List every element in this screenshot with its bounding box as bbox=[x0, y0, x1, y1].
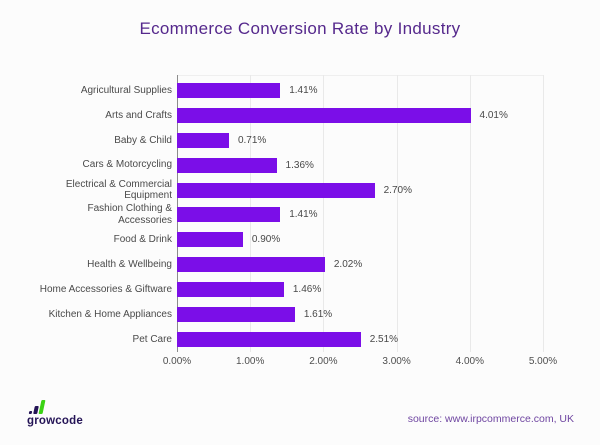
category-label: Electrical & Commercial Equipment bbox=[65, 178, 172, 202]
value-label: 0.71% bbox=[237, 134, 267, 146]
bar bbox=[177, 257, 325, 273]
chart-row: Arts and Crafts 4.01% bbox=[0, 103, 600, 128]
chart-title: Ecommerce Conversion Rate by Industry bbox=[139, 19, 461, 38]
value-label: 1.46% bbox=[292, 284, 322, 296]
logo-dot bbox=[28, 411, 33, 414]
category-label: Food & Drink bbox=[113, 234, 172, 246]
bar bbox=[177, 207, 281, 223]
growcode-logo: growcode bbox=[27, 399, 83, 427]
value-label: 1.36% bbox=[285, 159, 314, 171]
category-label: Baby & Child bbox=[114, 134, 172, 146]
bar bbox=[177, 132, 229, 148]
bar bbox=[177, 332, 361, 348]
x-tick-label: 5.00% bbox=[528, 356, 558, 367]
source-attribution: source: www.irpcommerce.com, UK bbox=[407, 413, 574, 425]
category-label: Cars & Motorcycling bbox=[82, 159, 172, 171]
chart-row: Food & Drink 0.90% bbox=[0, 227, 600, 252]
plot-top-border bbox=[177, 75, 543, 76]
x-tick-label: 4.00% bbox=[455, 356, 484, 367]
category-label: Health & Wellbeing bbox=[87, 259, 172, 271]
growcode-logo-text: growcode bbox=[27, 415, 83, 427]
gridline bbox=[323, 75, 325, 352]
bar bbox=[177, 82, 281, 98]
chart-row: Baby & Child 0.71% bbox=[0, 128, 600, 153]
value-label: 2.51% bbox=[369, 334, 399, 346]
value-label: 4.01% bbox=[479, 109, 508, 121]
bar bbox=[177, 282, 284, 298]
bar bbox=[177, 157, 277, 173]
chart-row: Fashion Clothing & Accessories 1.41% bbox=[0, 203, 600, 228]
category-label: Fashion Clothing & Accessories bbox=[87, 203, 173, 226]
chart-row: Pet Care 2.51% bbox=[0, 327, 600, 352]
bar bbox=[177, 107, 471, 123]
chart-row: Home Accessories & Giftware 1.46% bbox=[0, 277, 600, 302]
value-label: 1.61% bbox=[303, 309, 333, 321]
x-tick-label: 2.00% bbox=[309, 356, 338, 367]
value-label: 0.90% bbox=[251, 234, 281, 246]
bar bbox=[177, 232, 243, 248]
value-label: 1.41% bbox=[289, 84, 318, 96]
value-label: 1.41% bbox=[289, 209, 318, 221]
bar bbox=[177, 307, 295, 323]
category-label: Pet Care bbox=[132, 333, 172, 345]
growcode-bars-icon bbox=[28, 399, 83, 414]
chart-row: Agricultural Supplies 1.41% bbox=[0, 78, 600, 103]
gridline bbox=[469, 75, 471, 352]
value-label: 2.70% bbox=[383, 184, 412, 196]
category-label: Kitchen & Home Appliances bbox=[48, 308, 172, 320]
chart-row: Cars & Motorcycling 1.36% bbox=[0, 153, 600, 178]
category-label: Home Accessories & Giftware bbox=[39, 283, 172, 295]
x-tick-label: 0.00% bbox=[162, 356, 192, 367]
category-label: Arts and Crafts bbox=[105, 109, 172, 121]
chart-row: Kitchen & Home Appliances 1.61% bbox=[0, 302, 600, 327]
value-label: 2.02% bbox=[333, 259, 363, 271]
logo-bar-tall bbox=[38, 400, 46, 414]
gridline bbox=[543, 75, 544, 352]
chart-row: Health & Wellbeing 2.02% bbox=[0, 252, 600, 277]
chart-row: Electrical & Commercial Equipment 2.70% bbox=[0, 178, 600, 203]
category-label: Agricultural Supplies bbox=[80, 84, 172, 96]
x-tick-label: 3.00% bbox=[382, 356, 411, 367]
x-tick-label: 1.00% bbox=[236, 356, 265, 367]
gridline bbox=[396, 75, 398, 352]
bar-rows: Agricultural Supplies 1.41% Arts and Craft… bbox=[0, 78, 600, 352]
bar bbox=[177, 182, 375, 198]
